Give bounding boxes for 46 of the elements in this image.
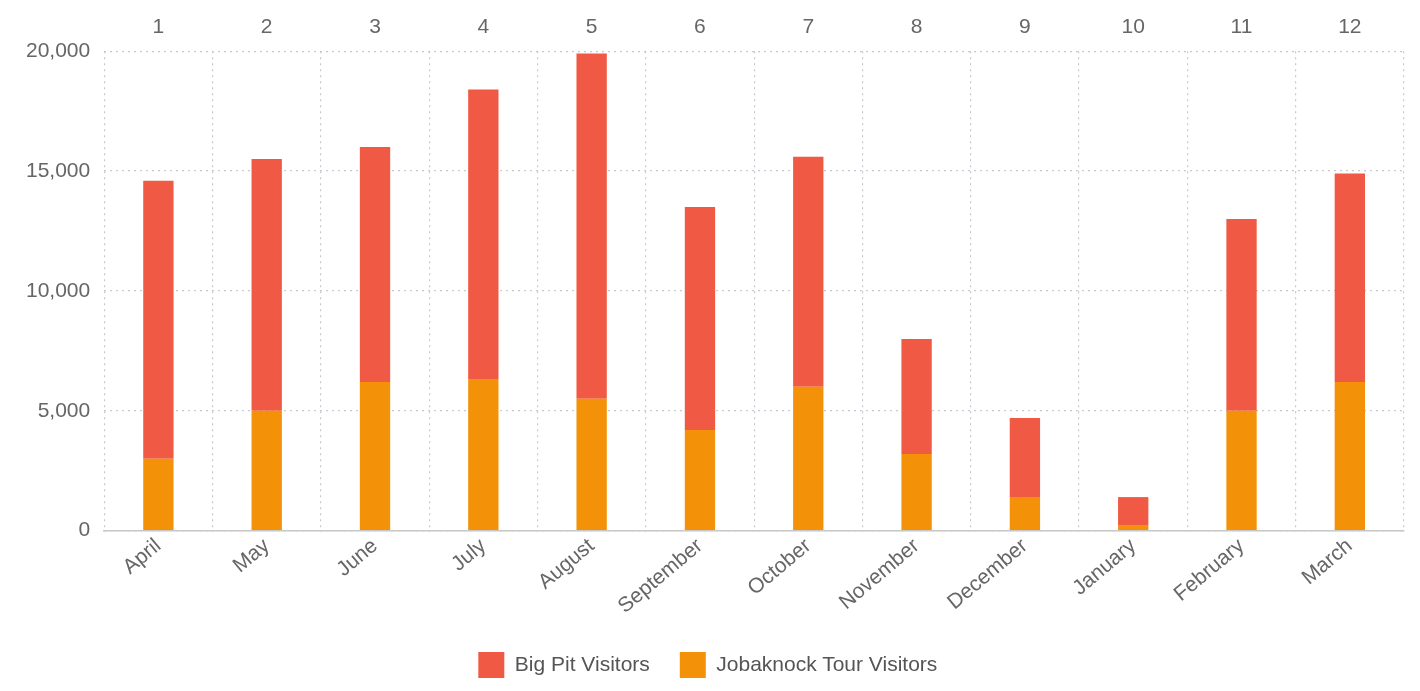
legend-label: Jobaknock Tour Visitors [716, 651, 938, 675]
x2-tick-label: 5 [585, 14, 598, 38]
bar [1118, 497, 1149, 526]
x2-tick-label: 1 [152, 14, 165, 38]
bar [1226, 219, 1257, 411]
y-tick-label: 5,000 [37, 397, 91, 421]
x2-tick-label: 11 [1230, 14, 1253, 38]
bar [1226, 410, 1257, 531]
x2-tick-label: 10 [1121, 14, 1145, 38]
bar [793, 386, 824, 531]
bar [359, 382, 391, 531]
x2-tick-label: 8 [910, 14, 923, 38]
y-tick-label: 0 [78, 517, 91, 541]
x-tick-label: June [331, 533, 382, 581]
bar [251, 159, 282, 411]
y-tick-label: 10,000 [26, 277, 91, 301]
y-tick-label: 20,000 [26, 38, 91, 61]
x2-tick-label: 7 [802, 14, 815, 38]
legend-label: Big Pit Visitors [514, 651, 650, 675]
bar [1118, 525, 1149, 531]
bar [901, 338, 932, 454]
bar [1009, 417, 1041, 498]
bar [793, 156, 824, 387]
x-tick-label: July [446, 532, 491, 575]
bar [901, 453, 932, 531]
bar [251, 410, 282, 531]
bar [143, 180, 174, 459]
bar [1009, 497, 1041, 531]
x-tick-label: May [227, 532, 274, 577]
bar [468, 89, 499, 380]
x2-tick-label: 9 [1019, 14, 1031, 38]
bar [684, 429, 716, 531]
x2-tick-label: 2 [260, 14, 273, 38]
bar [359, 147, 391, 383]
bar [143, 458, 174, 531]
x2-tick-label: 12 [1338, 14, 1362, 38]
bar [684, 207, 716, 430]
bar [468, 379, 499, 531]
bar [576, 398, 607, 531]
x2-tick-label: 4 [477, 14, 490, 38]
x2-tick-label: 3 [369, 14, 381, 38]
bar [576, 53, 607, 399]
x2-tick-label: 6 [694, 14, 706, 38]
y-tick-label: 15,000 [26, 157, 91, 181]
bar [1334, 173, 1366, 383]
bar [1334, 382, 1366, 531]
